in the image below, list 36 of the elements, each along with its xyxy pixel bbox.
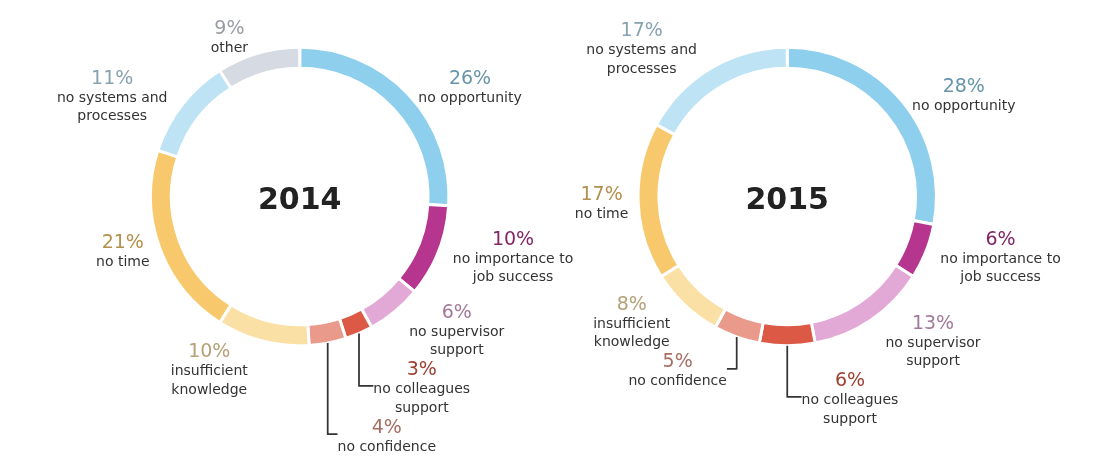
data-label: 4% bbox=[371, 414, 402, 437]
slice-label: no supervisor support bbox=[409, 323, 505, 358]
slice-label: insufficient knowledge bbox=[593, 315, 671, 350]
data-label: 26% bbox=[448, 65, 492, 88]
data-label: 11% bbox=[91, 65, 134, 88]
slice-label: no supervisor support bbox=[885, 334, 981, 369]
data-label: 13% bbox=[911, 310, 955, 333]
slice-label: no colleagues support bbox=[373, 380, 471, 415]
slice-label: no opportunity bbox=[912, 97, 1016, 114]
slice-label: no time bbox=[96, 252, 150, 269]
data-label: 10% bbox=[491, 226, 535, 249]
text: 2014 bbox=[258, 181, 342, 216]
slice-label: no opportunity bbox=[418, 88, 522, 105]
data-label: 3% bbox=[406, 357, 437, 380]
slice-label: no importance to job success bbox=[452, 249, 574, 285]
data-label: 6% bbox=[834, 368, 866, 391]
slice-label: no time bbox=[574, 204, 629, 221]
slice-label: no systems and processes bbox=[56, 88, 168, 123]
data-label: 9% bbox=[214, 15, 245, 38]
data-label: 8% bbox=[616, 291, 647, 314]
slice-label: other bbox=[210, 38, 249, 55]
data-label: 21% bbox=[101, 229, 144, 252]
slice-label: no confidence bbox=[337, 437, 437, 454]
data-label: 17% bbox=[580, 181, 623, 204]
data-label: 6% bbox=[985, 226, 1016, 249]
slice-label: no colleagues support bbox=[801, 391, 899, 426]
data-label: 10% bbox=[188, 339, 231, 362]
data-label: 17% bbox=[620, 18, 663, 41]
slice-label: no confidence bbox=[628, 372, 727, 389]
data-label: 28% bbox=[942, 73, 985, 96]
slice-label: no systems and processes bbox=[586, 41, 697, 76]
text: 2015 bbox=[745, 181, 829, 216]
slice-label: no importance to job success bbox=[940, 249, 1061, 285]
slice-label: insufficient knowledge bbox=[170, 362, 249, 397]
data-label: 5% bbox=[662, 349, 693, 372]
data-label: 6% bbox=[441, 299, 472, 322]
